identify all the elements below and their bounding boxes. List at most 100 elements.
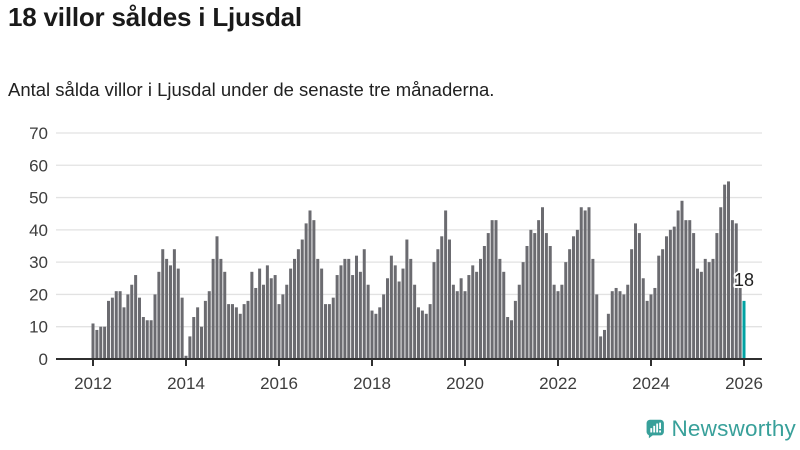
bar xyxy=(324,304,327,359)
bar xyxy=(556,291,560,359)
bar xyxy=(300,239,304,359)
bar xyxy=(568,249,572,359)
bar xyxy=(719,207,723,359)
bar xyxy=(564,262,568,359)
brand-name: Newsworthy xyxy=(671,416,796,441)
bar xyxy=(715,233,719,359)
bar xyxy=(308,210,312,359)
y-axis-label: 50 xyxy=(29,189,48,208)
bar xyxy=(196,307,200,359)
bar xyxy=(579,207,583,359)
bar xyxy=(479,258,482,359)
bar xyxy=(405,239,409,359)
chart-subtitle: Antal sålda villor i Ljusdal under de se… xyxy=(8,79,495,100)
bar xyxy=(141,317,145,359)
bar xyxy=(285,284,289,359)
y-axis-label: 30 xyxy=(29,253,48,272)
bar xyxy=(103,326,107,359)
bar xyxy=(548,245,552,360)
bar xyxy=(211,258,215,359)
bar xyxy=(122,307,126,359)
bar xyxy=(114,291,118,359)
bar-chart-speech-bubble-icon xyxy=(646,419,664,439)
bar xyxy=(498,258,502,359)
bar xyxy=(618,291,622,359)
bar xyxy=(312,220,316,359)
x-axis-label: 2022 xyxy=(539,374,577,393)
bar xyxy=(459,278,463,359)
x-axis-label: 2016 xyxy=(260,374,298,393)
bar xyxy=(432,262,436,359)
bar xyxy=(676,210,680,359)
bar xyxy=(440,236,444,359)
bar xyxy=(231,304,234,359)
bar xyxy=(149,320,153,359)
bar xyxy=(370,310,374,359)
y-axis-label: 20 xyxy=(29,285,48,304)
bar xyxy=(172,249,176,359)
bar xyxy=(246,300,250,359)
bar xyxy=(289,268,293,359)
bar xyxy=(417,307,420,359)
bar xyxy=(626,284,630,359)
bar xyxy=(688,220,692,359)
y-axis-label: 70 xyxy=(29,124,48,143)
bar xyxy=(188,336,192,359)
bar xyxy=(680,200,684,359)
bar xyxy=(397,281,401,359)
y-axis-label: 60 xyxy=(29,156,48,175)
bar xyxy=(707,262,711,359)
bar xyxy=(684,220,688,359)
bar xyxy=(153,294,157,359)
newsworthy-logo: Newsworthy xyxy=(646,412,796,446)
bar xyxy=(610,291,614,359)
bar xyxy=(672,226,676,359)
bar xyxy=(242,304,246,359)
bar xyxy=(378,307,382,359)
bar xyxy=(475,271,479,359)
bar xyxy=(254,287,258,359)
bar xyxy=(250,271,254,359)
bar xyxy=(723,184,727,359)
bar xyxy=(296,249,300,359)
bar xyxy=(304,223,308,359)
bar xyxy=(180,297,184,359)
bar xyxy=(482,245,486,360)
bar xyxy=(165,258,169,359)
bar xyxy=(649,294,653,359)
bar xyxy=(207,291,211,359)
bar xyxy=(107,300,110,359)
bar xyxy=(502,271,506,359)
bar xyxy=(463,291,467,359)
bar xyxy=(157,271,161,359)
x-axis-label: 2012 xyxy=(74,374,112,393)
bar xyxy=(203,300,207,359)
bar xyxy=(126,294,130,359)
bar xyxy=(192,317,196,359)
bar xyxy=(413,284,417,359)
bar xyxy=(91,323,95,359)
bar xyxy=(262,284,265,359)
bar xyxy=(703,258,707,359)
bar xyxy=(448,239,451,359)
bar xyxy=(335,275,339,359)
bar xyxy=(467,275,471,359)
bar xyxy=(366,284,370,359)
bar xyxy=(595,294,599,359)
bar xyxy=(506,317,510,359)
bar xyxy=(544,233,548,359)
page-title: 18 villor såldes i Ljusdal xyxy=(8,2,302,32)
x-axis-label: 2014 xyxy=(167,374,205,393)
bar xyxy=(572,236,575,359)
bar xyxy=(486,233,490,359)
bar xyxy=(451,284,455,359)
bar xyxy=(327,304,331,359)
bar xyxy=(258,268,262,359)
bar xyxy=(351,275,355,359)
bar xyxy=(552,284,556,359)
bar xyxy=(653,287,657,359)
bar xyxy=(587,207,591,359)
bar xyxy=(227,304,231,359)
bar xyxy=(386,278,389,359)
